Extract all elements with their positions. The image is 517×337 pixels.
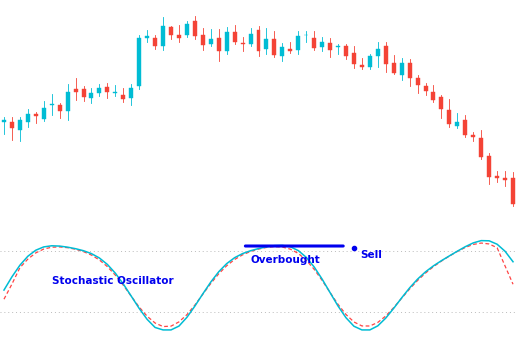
- Bar: [495, 177, 499, 178]
- Bar: [58, 105, 62, 111]
- Bar: [193, 21, 197, 36]
- Bar: [463, 120, 467, 135]
- Bar: [2, 120, 6, 122]
- Bar: [416, 78, 420, 85]
- Bar: [249, 34, 252, 44]
- Bar: [66, 92, 70, 111]
- Bar: [280, 47, 284, 56]
- Bar: [384, 47, 388, 64]
- Bar: [34, 114, 38, 116]
- Bar: [423, 86, 428, 91]
- Bar: [233, 32, 237, 41]
- Bar: [265, 39, 268, 49]
- Bar: [400, 63, 404, 75]
- Bar: [439, 97, 444, 109]
- Bar: [447, 110, 451, 124]
- Bar: [320, 42, 324, 47]
- Bar: [42, 108, 45, 119]
- Bar: [82, 89, 85, 97]
- Bar: [352, 53, 356, 64]
- Bar: [201, 35, 205, 45]
- Bar: [296, 36, 300, 50]
- Bar: [89, 93, 94, 98]
- Bar: [161, 26, 165, 46]
- Bar: [121, 95, 125, 99]
- Bar: [225, 32, 229, 51]
- Bar: [177, 35, 181, 38]
- Bar: [137, 38, 141, 86]
- Bar: [240, 43, 245, 44]
- Bar: [503, 178, 507, 180]
- Bar: [256, 30, 261, 51]
- Bar: [432, 92, 435, 100]
- Bar: [50, 104, 54, 105]
- Bar: [73, 89, 78, 92]
- Text: Sell: Sell: [360, 250, 382, 260]
- Bar: [472, 134, 475, 137]
- Bar: [479, 137, 483, 157]
- Bar: [455, 122, 459, 126]
- Bar: [113, 92, 117, 93]
- Bar: [145, 36, 149, 37]
- Bar: [392, 63, 396, 73]
- Bar: [312, 38, 316, 48]
- Bar: [26, 114, 30, 122]
- Bar: [18, 120, 22, 130]
- Bar: [217, 38, 221, 51]
- Bar: [407, 63, 412, 79]
- Bar: [511, 178, 515, 204]
- Bar: [10, 122, 14, 128]
- Bar: [368, 56, 372, 67]
- Bar: [288, 49, 292, 51]
- Bar: [487, 156, 491, 178]
- Bar: [272, 39, 277, 55]
- Bar: [185, 24, 189, 35]
- Bar: [336, 46, 340, 47]
- Bar: [376, 49, 380, 56]
- Text: Stochastic Oscillator: Stochastic Oscillator: [52, 276, 173, 286]
- Bar: [344, 46, 348, 56]
- Bar: [105, 87, 110, 92]
- Bar: [360, 64, 364, 66]
- Bar: [209, 39, 213, 44]
- Bar: [129, 88, 133, 98]
- Bar: [97, 88, 101, 93]
- Bar: [153, 38, 157, 45]
- Text: Overbought: Overbought: [251, 255, 321, 265]
- Bar: [169, 27, 173, 35]
- Bar: [328, 43, 332, 50]
